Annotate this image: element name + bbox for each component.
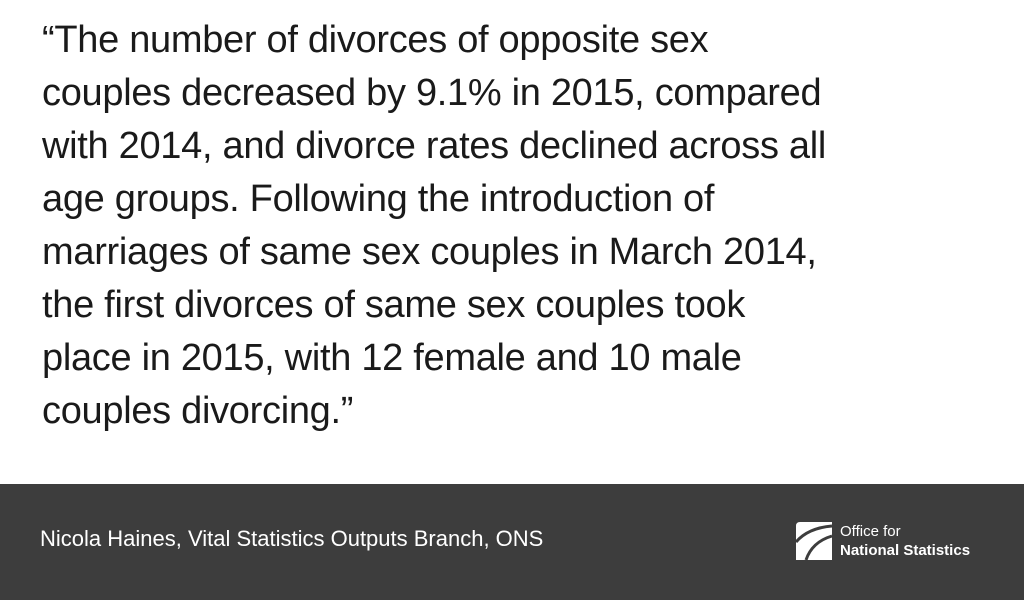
- quote-line: age groups. Following the introduction o…: [42, 178, 715, 220]
- logo: Office for National Statistics: [794, 520, 1004, 566]
- quote-line: with 2014, and divorce rates declined ac…: [42, 125, 827, 167]
- quote-line: “The number of divorces of opposite sex: [42, 19, 709, 61]
- quote-line: couples decreased by 9.1% in 2015, compa…: [42, 72, 822, 114]
- quote: “The number of divorces of opposite sex c…: [42, 14, 1012, 438]
- logo-text: Office for National Statistics: [840, 522, 970, 560]
- attribution: Nicola Haines, Vital Statistics Outputs …: [40, 526, 544, 551]
- logo-icon: [794, 522, 833, 561]
- logo-line: National Statistics: [840, 542, 971, 559]
- quote-line: the first divorces of same sex couples t…: [42, 284, 746, 326]
- quote-line: place in 2015, with 12 female and 10 mal…: [42, 337, 742, 379]
- quote-line: couples divorcing.”: [42, 390, 354, 432]
- quote-line: marriages of same sex couples in March 2…: [42, 231, 817, 273]
- logo-line: Office for: [840, 523, 901, 540]
- footer: Nicola Haines, Vital Statistics Outputs …: [0, 484, 1024, 600]
